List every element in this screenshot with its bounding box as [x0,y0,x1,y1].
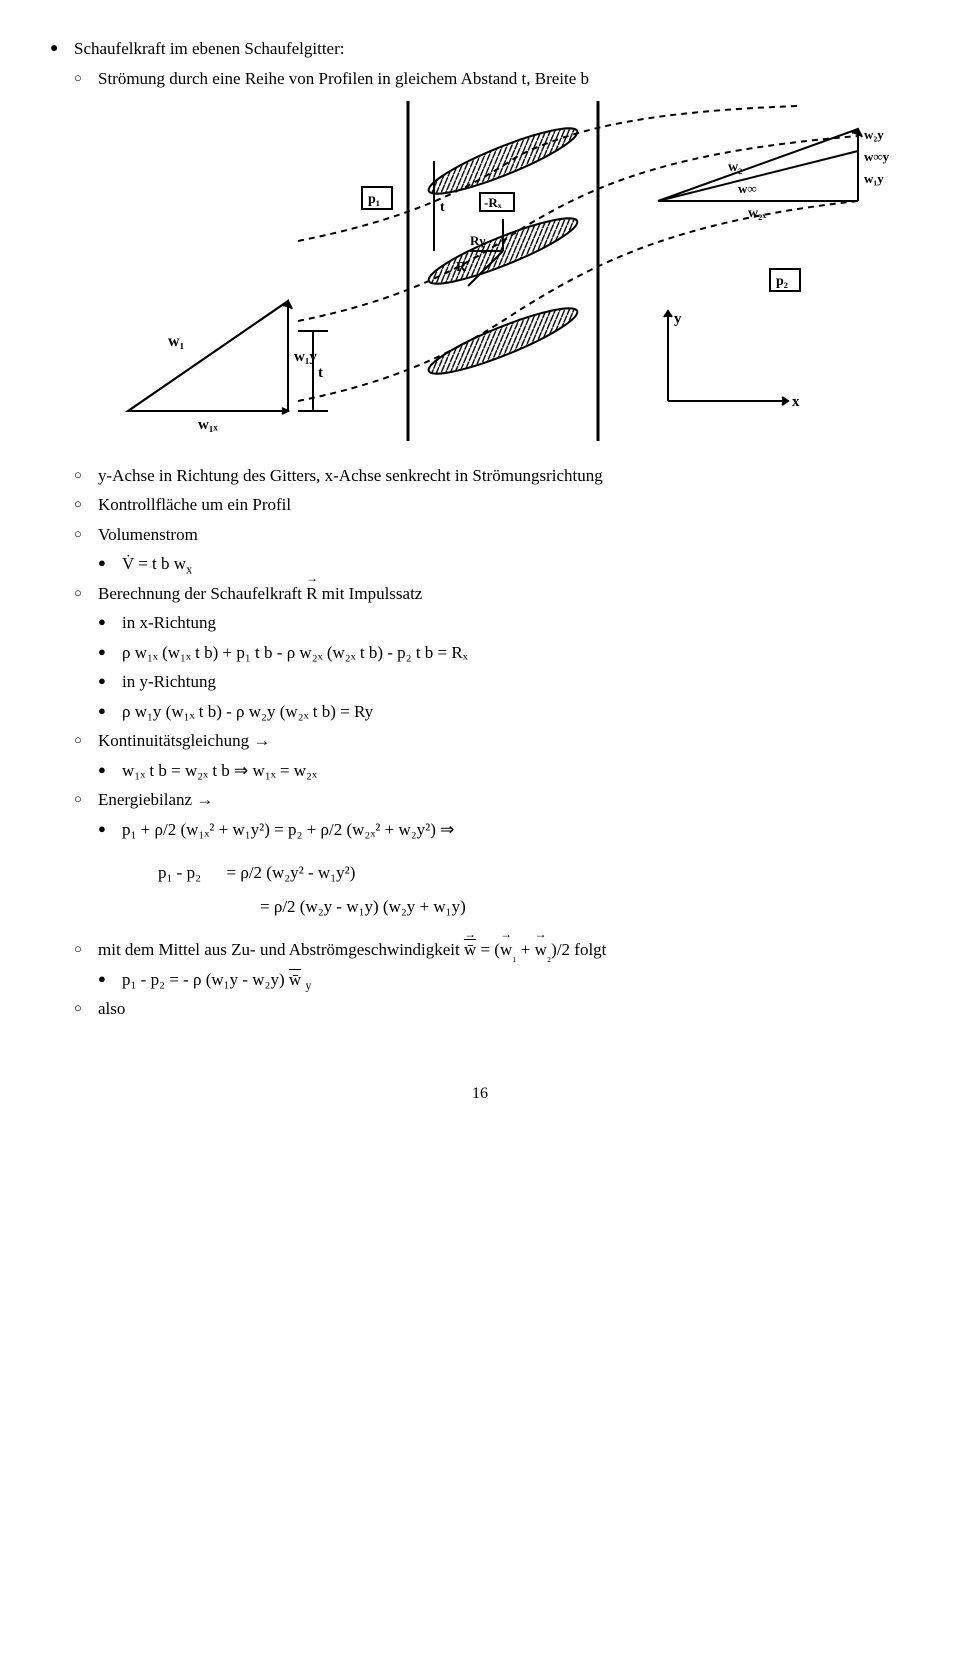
line-schaufelkraft: Berechnung der Schaufelkraft R mit Impul… [74,581,910,725]
svg-text:p₂: p₂ [776,274,788,289]
line-y-axis: y-Achse in Richtung des Gitters, x-Achse… [74,463,910,489]
subtitle: Strömung durch eine Reihe von Profilen i… [98,69,589,88]
line-continuity: Kontinuitätsgleichung → w₁ₓ t b = w₂ₓ t … [74,728,910,783]
svg-text:w₂: w₂ [728,160,742,175]
line-x-dir: in x-Richtung [98,610,910,636]
line-volumeflow: Volumenstrom V̇ = t b wx [74,522,910,577]
svg-text:t: t [318,365,323,381]
svg-text:w₁: w₁ [168,333,185,350]
cascade-diagram: w₁ w₁y w₁ₓ t [98,101,910,449]
eq-p1p2-2: = ρ/2 (w₂y - w₁y) (w₂y + w₁y) [260,894,910,920]
page-number: 16 [50,1082,910,1106]
svg-text:t: t [440,200,445,215]
line-energy: Energiebilanz → p₁ + ρ/2 (w₁ₓ² + w₁y²) =… [74,787,910,842]
section-title: Schaufelkraft im ebenen Schaufelgitter: [74,39,344,58]
eq-p1p2-1: p₁ - p₂ = ρ/2 (w₂y² - w₁y²) [158,860,910,886]
subtitle-item: Strömung durch eine Reihe von Profilen i… [74,66,910,92]
eq-continuity: w₁ₓ t b = w₂ₓ t b ⇒ w₁ₓ = w₂ₓ [98,758,910,784]
eq-vdot: V̇ = t b wx [98,551,910,577]
eq-p1p2-final: p₁ - p₂ = - ρ (w₁y - w₂y) w̄ y [98,967,910,993]
eq-y-momentum: ρ w₁y (w₁ₓ t b) - ρ w₂y (w₂ₓ t b) = Ry [98,699,910,725]
line-also: also [74,996,910,1022]
svg-text:w∞y: w∞y [864,149,890,164]
svg-text:w₂y: w₂y [864,127,884,142]
line-mean-velocity: mit dem Mittel aus Zu- und Abströmgeschw… [74,937,910,992]
svg-text:x: x [792,394,800,410]
eq-x-momentum: ρ w₁ₓ (w₁ₓ t b) + p₁ t b - ρ w₂ₓ (w₂ₓ t … [98,640,910,666]
svg-text:w₂ₓ: w₂ₓ [748,206,767,221]
svg-text:y: y [674,311,682,327]
svg-text:w∞: w∞ [738,181,757,196]
svg-text:Rγ: Rγ [470,233,485,248]
diagram-svg: w₁ w₁y w₁ₓ t [98,101,918,441]
svg-text:R: R [456,260,467,275]
eq-energy: p₁ + ρ/2 (w₁ₓ² + w₁y²) = p₂ + ρ/2 (w₂ₓ² … [98,817,910,843]
svg-text:p₁: p₁ [368,192,380,207]
section-item: Schaufelkraft im ebenen Schaufelgitter: … [50,36,910,1022]
svg-text:w₁y: w₁y [864,171,884,186]
line-control-surface: Kontrollfläche um ein Profil [74,492,910,518]
line-y-dir: in y-Richtung [98,669,910,695]
svg-text:w₁ₓ: w₁ₓ [198,417,218,433]
svg-text:-Rₓ: -Rₓ [484,195,502,210]
